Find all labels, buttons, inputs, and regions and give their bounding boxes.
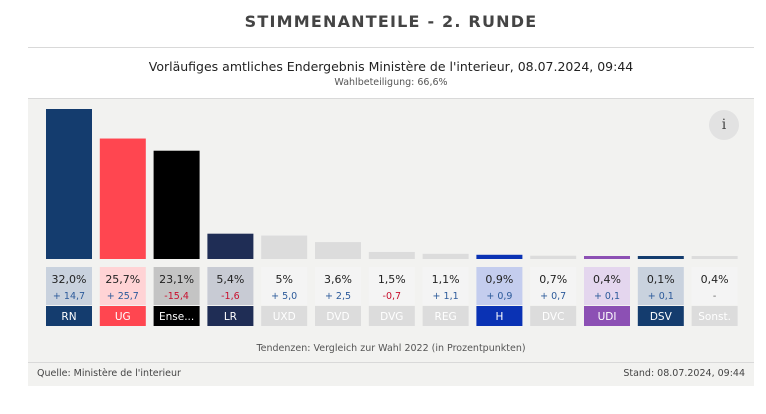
party-label-5: UXD [273,311,296,323]
party-tag-6[interactable] [315,306,361,326]
party-tag-12[interactable] [637,306,684,326]
value-label-8: 1,1% [432,273,460,286]
change-label-5: + 5,0 [271,291,297,302]
chart-title: STIMMENANTEILE - 2. RUNDE [244,12,538,31]
party-tag-8[interactable] [422,306,469,326]
turnout-label: Wahlbeteiligung: 66,6% [334,77,448,88]
value-label-11: 0,4% [593,273,621,286]
timestamp-label: Stand: 08.07.2024, 09:44 [623,368,745,379]
change-label-8: + 1,1 [433,291,459,302]
value-label-6: 3,6% [324,273,352,286]
value-label-9: 0,9% [485,273,513,286]
value-box-2 [99,267,146,305]
value-label-4: 5,4% [216,273,244,286]
party-label-9: H [495,311,503,323]
title-divider [28,47,754,48]
value-label-7: 1,5% [378,273,406,286]
change-label-3: -15,4 [164,291,189,302]
bar-11[interactable] [584,256,630,259]
party-tag-10[interactable] [530,306,577,326]
bar-3[interactable] [153,150,200,259]
chart-panel [28,98,754,386]
change-label-6: + 2,5 [325,291,351,302]
party-label-12: DSV [650,311,673,323]
bar-4[interactable] [207,233,254,259]
value-label-10: 0,7% [539,273,567,286]
party-tag-11[interactable] [584,306,630,326]
change-label-13: - [713,291,716,302]
party-label-11: UDI [598,311,617,323]
bar-6[interactable] [315,242,361,259]
value-label-12: 0,1% [647,273,675,286]
change-label-9: + 0,9 [486,291,512,302]
bar-1[interactable] [46,109,92,259]
bar-12[interactable] [637,256,684,259]
change-label-12: + 0,1 [648,291,674,302]
party-tag-3[interactable] [153,306,200,326]
party-label-1: RN [61,311,76,323]
trend-footnote: Tendenzen: Vergleich zur Wahl 2022 (in P… [256,343,526,354]
bar-7[interactable] [368,251,415,259]
value-box-1 [46,267,92,305]
value-box-6 [315,267,361,305]
change-label-11: + 0,1 [594,291,620,302]
bar-13[interactable] [691,256,738,259]
party-tag-4[interactable] [207,306,254,326]
value-label-5: 5% [275,273,292,286]
value-box-12 [637,267,684,305]
party-label-8: REG [435,311,457,323]
party-tag-7[interactable] [368,306,415,326]
value-box-11 [584,267,630,305]
info-button[interactable]: i [709,110,739,140]
party-label-6: DVD [326,311,349,323]
party-label-2: UG [115,311,131,323]
chart-subtitle: Vorläufiges amtliches Endergebnis Minist… [148,59,634,74]
value-label-13: 0,4% [701,273,729,286]
value-box-4 [207,267,254,305]
bar-9[interactable] [476,254,523,259]
value-box-10 [530,267,577,305]
change-label-7: -0,7 [383,291,402,302]
bar-10[interactable] [530,255,577,259]
value-box-9 [476,267,523,305]
party-label-7: DVG [380,311,403,323]
value-box-8 [422,267,469,305]
value-box-7 [368,267,415,305]
footer-divider [28,362,754,363]
party-label-10: DVC [542,311,564,323]
bar-5[interactable] [261,235,308,259]
value-label-2: 25,7% [105,273,140,286]
change-label-2: + 25,7 [107,291,139,302]
change-label-1: + 14,7 [53,291,85,302]
party-tag-5[interactable] [261,306,308,326]
bar-8[interactable] [422,253,469,259]
value-box-3 [153,267,200,305]
value-box-5 [261,267,308,305]
party-tag-1[interactable] [46,306,92,326]
party-tag-9[interactable] [476,306,523,326]
change-label-10: + 0,7 [540,291,566,302]
party-tag-2[interactable] [99,306,146,326]
source-label: Quelle: Ministère de l'interieur [37,368,181,379]
value-box-13 [691,267,738,305]
bar-2[interactable] [99,138,146,259]
party-label-3: Ense... [159,311,194,323]
value-label-1: 32,0% [52,273,87,286]
party-label-4: LR [224,311,237,323]
party-label-13: Sonst. [698,311,731,323]
value-label-3: 23,1% [159,273,194,286]
party-tag-13[interactable] [691,306,738,326]
change-label-4: -1,6 [221,291,240,302]
